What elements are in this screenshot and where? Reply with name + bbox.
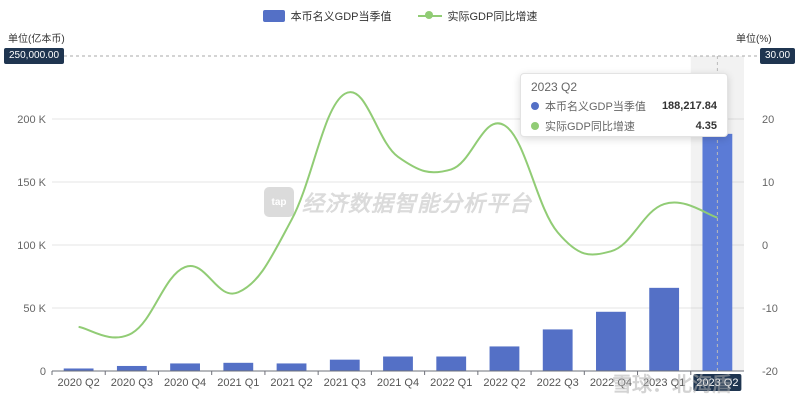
- tooltip-value-line: 4.35: [695, 120, 717, 132]
- right-axis-unit: 单位(%): [736, 34, 772, 45]
- y-right-tick-label: -20: [762, 366, 778, 378]
- y-left-tick-label: 100 K: [17, 240, 46, 252]
- x-tick-label: 2020 Q3: [111, 377, 153, 389]
- legend-line-swatch: [417, 10, 442, 22]
- chart-legend: 本币名义GDP当季值 实际GDP同比增速: [0, 8, 800, 24]
- bar: [329, 359, 360, 371]
- tooltip-title: 2023 Q2: [531, 80, 578, 94]
- watermark-logo: tap: [264, 187, 294, 217]
- bar: [542, 329, 573, 371]
- x-tick-label: 2023 Q1: [643, 377, 685, 389]
- corner-watermark: 雪球：北海盾: [612, 374, 732, 396]
- bar: [383, 356, 413, 371]
- tooltip-row-bar: 本币名义GDP当季值 188,217.84: [531, 98, 717, 114]
- bar: [63, 368, 94, 371]
- legend-item-bar[interactable]: 本币名义GDP当季值: [262, 8, 392, 24]
- chart-tooltip: 2023 Q2 本币名义GDP当季值 188,217.84 实际GDP同比增速 …: [520, 73, 728, 137]
- watermark-text: 经济数据智能分析平台: [302, 191, 533, 216]
- tooltip-name-line: 实际GDP同比增速: [545, 121, 635, 133]
- legend-bar-swatch: [262, 10, 285, 22]
- x-pointer-bg: [693, 374, 742, 391]
- bar: [702, 133, 733, 371]
- y-left-tick-label: 200 K: [17, 114, 46, 126]
- legend-item-line[interactable]: 实际GDP同比增速: [417, 8, 538, 24]
- bar: [170, 363, 200, 371]
- x-tick-label: 2022 Q4: [590, 377, 632, 389]
- x-tick-label: 2020 Q2: [58, 377, 100, 389]
- x-tick-label: 2022 Q3: [537, 377, 579, 389]
- y-left-tick-label: 50 K: [23, 303, 46, 315]
- x-tick-label: 2021 Q4: [377, 377, 419, 389]
- tooltip-name-bar: 本币名义GDP当季值: [545, 101, 646, 113]
- bar: [489, 346, 520, 371]
- x-tick-label: 2021 Q1: [217, 377, 259, 389]
- bar: [116, 365, 147, 371]
- y-left-tick-label: 0: [40, 366, 46, 378]
- left-axis-pointer-label: 250,000.00: [4, 48, 65, 64]
- x-tick-label: 2022 Q1: [430, 377, 472, 389]
- x-tick-label: 2021 Q2: [270, 377, 312, 389]
- y-right-tick-label: 10: [762, 177, 774, 189]
- y-right-tick-label: -10: [762, 303, 778, 315]
- y-right-tick-label: 20: [762, 114, 774, 126]
- y-right-tick-label: 0: [762, 240, 768, 252]
- y-left-tick-label: 150 K: [17, 177, 46, 189]
- right-axis-pointer-label: 30.00: [760, 48, 796, 64]
- bar: [436, 356, 467, 371]
- legend-bar-label: 本币名义GDP当季值: [290, 11, 392, 23]
- tooltip-dot-bar: [531, 102, 539, 110]
- bar: [649, 287, 680, 371]
- tooltip-value-bar: 188,217.84: [661, 100, 717, 112]
- bar: [596, 311, 626, 371]
- watermark: tap 经济数据智能分析平台: [264, 186, 532, 218]
- x-tick-label: 2022 Q2: [483, 377, 525, 389]
- growth-line: [78, 91, 718, 339]
- bar: [276, 363, 307, 371]
- x-tick-label: 2020 Q4: [164, 377, 206, 389]
- tooltip-row-line: 实际GDP同比增速 4.35: [531, 118, 717, 134]
- x-tick-label: 2023 Q2: [696, 377, 738, 389]
- x-tick-label: 2021 Q3: [324, 377, 366, 389]
- tooltip-dot-line: [531, 122, 539, 130]
- bar: [223, 362, 254, 371]
- legend-line-label: 实际GDP同比增速: [447, 11, 538, 23]
- left-axis-unit: 单位(亿本币): [8, 34, 65, 45]
